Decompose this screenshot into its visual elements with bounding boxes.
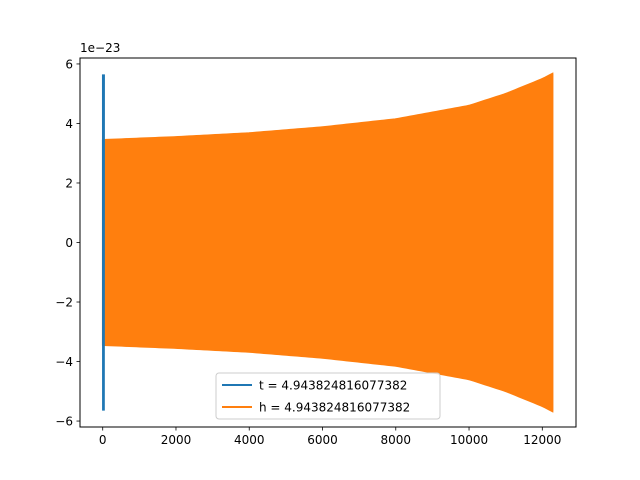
- x-tick-label-10000: 10000: [450, 433, 488, 447]
- legend-label-h: h = 4.943824816077382: [259, 401, 410, 415]
- x-tick-label-12000: 12000: [523, 433, 561, 447]
- y-tick-label-4: 2: [65, 176, 73, 190]
- y-tick-label-3: 0: [65, 236, 73, 250]
- y-axis: −6 −4 −2 0 2 4 6: [55, 57, 80, 429]
- series-layer: [101, 72, 554, 413]
- x-tick-label-2000: 2000: [161, 433, 192, 447]
- legend-box: [215, 372, 441, 420]
- series-h-band: [101, 72, 554, 413]
- x-tick-label-0: 0: [99, 433, 107, 447]
- x-tick-label-8000: 8000: [380, 433, 411, 447]
- y-tick-label-0: −6: [55, 415, 73, 429]
- legend-label-t: t = 4.943824816077382: [259, 379, 407, 393]
- y-offset-label: 1e−23: [80, 41, 120, 55]
- y-tick-label-1: −4: [55, 355, 73, 369]
- y-tick-label-6: 6: [65, 57, 73, 71]
- x-axis: 0 2000 4000 6000 8000 10000 12000: [99, 427, 561, 447]
- x-tick-label-4000: 4000: [234, 433, 265, 447]
- y-tick-label-2: −2: [55, 296, 73, 310]
- legend: t = 4.943824816077382 h = 4.943824816077…: [215, 372, 441, 420]
- x-tick-label-6000: 6000: [307, 433, 338, 447]
- y-tick-label-5: 4: [65, 117, 73, 131]
- series-t-line: [101, 74, 105, 411]
